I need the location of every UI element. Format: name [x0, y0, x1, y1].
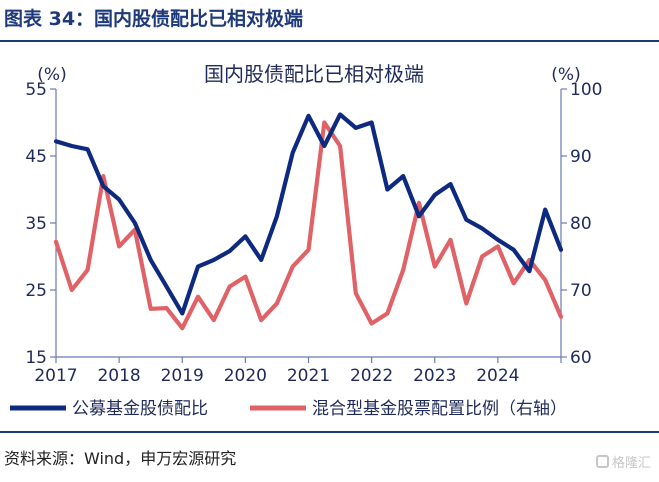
figure-title: 图表 34：国内股债配比已相对极端 — [4, 8, 304, 30]
x-tick-label: 2019 — [161, 366, 204, 386]
x-tick-label: 2022 — [350, 366, 393, 386]
left-tick-label: 35 — [25, 214, 47, 234]
legend-label-series-right: 混合型基金股票配置比例（右轴） — [312, 399, 567, 419]
right-tick-label: 100 — [570, 80, 602, 100]
legend: 公募基金股债配比 混合型基金股票配置比例（右轴） — [10, 399, 567, 419]
series-layer — [53, 112, 564, 331]
right-tick-label: 80 — [570, 214, 592, 234]
dual-axis-line-chart: 国内股债配比已相对极端 (%) (%) 15 25 35 45 55 60 70 80 90 10… — [10, 62, 602, 419]
series-line-left — [53, 112, 564, 316]
source-note: 资料来源：Wind，申万宏源研究 — [4, 449, 237, 468]
right-axis-unit: (%) — [551, 65, 580, 85]
right-tick-label: 90 — [570, 147, 592, 167]
axes-layer — [50, 88, 567, 363]
right-tick-label: 70 — [570, 281, 592, 301]
legend-item-series-left: 公募基金股债配比 — [10, 399, 208, 419]
watermark: 格隆汇 — [595, 452, 651, 471]
tick-labels-layer: 15 25 35 45 55 60 70 80 90 100 2017 2018 2019 2020 202… — [25, 80, 602, 386]
chart-title: 国内股债配比已相对极端 — [204, 62, 424, 86]
x-tick-label: 2020 — [224, 366, 267, 386]
top-rule — [0, 40, 659, 42]
left-tick-label: 15 — [25, 348, 47, 368]
x-tick-label: 2017 — [34, 366, 77, 386]
bottom-rule — [0, 431, 659, 433]
x-tick-label: 2021 — [287, 366, 330, 386]
left-tick-label: 55 — [25, 80, 47, 100]
watermark-logo-icon — [595, 455, 609, 468]
series-line-right — [53, 120, 564, 331]
watermark-text: 格隆汇 — [611, 456, 651, 471]
legend-item-series-right: 混合型基金股票配置比例（右轴） — [250, 399, 567, 419]
x-tick-label: 2024 — [476, 366, 519, 386]
left-tick-label: 45 — [25, 147, 47, 167]
right-tick-label: 60 — [570, 348, 592, 368]
legend-label-series-left: 公募基金股债配比 — [72, 399, 208, 419]
left-tick-label: 25 — [25, 281, 47, 301]
left-axis-unit: (%) — [37, 65, 66, 85]
x-tick-label: 2023 — [413, 366, 456, 386]
x-tick-label: 2018 — [97, 366, 140, 386]
